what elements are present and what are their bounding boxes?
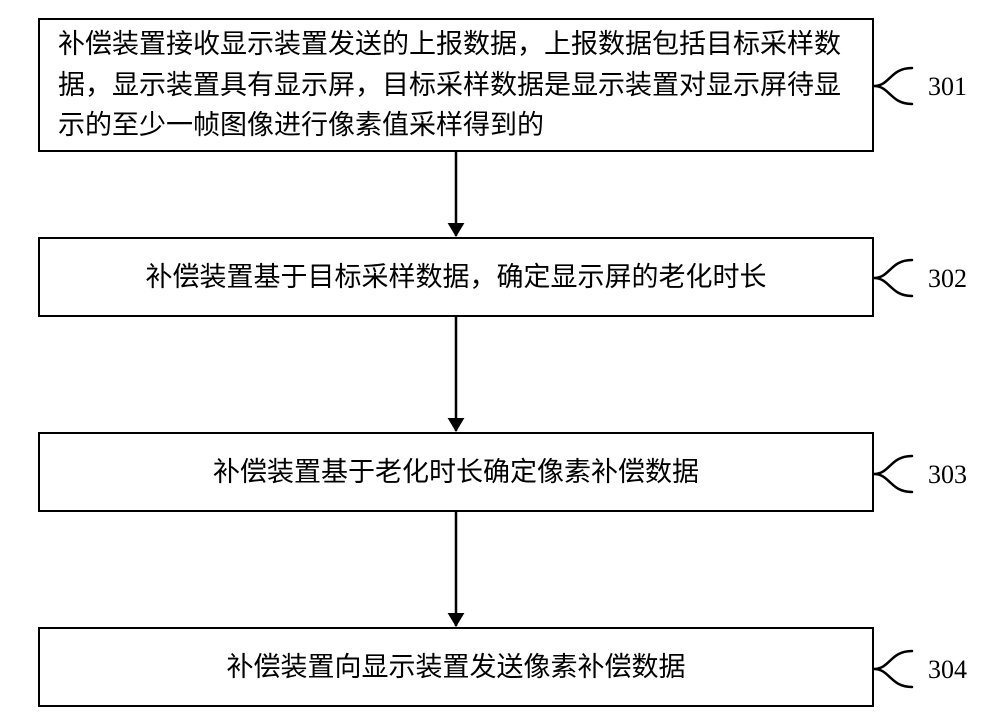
flow-step-text: 补偿装置向显示装置发送像素补偿数据 — [227, 647, 686, 688]
flow-arrow — [442, 512, 470, 627]
flowchart-canvas: 补偿装置接收显示装置发送的上报数据，上报数据包括目标采样数据，显示装置具有显示屏… — [0, 0, 1000, 728]
brace-connector — [872, 256, 932, 300]
flow-step-text: 补偿装置基于目标采样数据，确定显示屏的老化时长 — [146, 257, 767, 298]
flow-arrow — [442, 152, 470, 237]
step-label-302: 302 — [928, 264, 967, 294]
flow-step-b4: 补偿装置向显示装置发送像素补偿数据 — [38, 627, 874, 707]
flow-step-b1: 补偿装置接收显示装置发送的上报数据，上报数据包括目标采样数据，显示装置具有显示屏… — [38, 18, 874, 152]
brace-connector — [872, 647, 932, 691]
step-label-304: 304 — [928, 655, 967, 685]
brace-connector — [872, 64, 932, 108]
flow-step-b2: 补偿装置基于目标采样数据，确定显示屏的老化时长 — [38, 237, 874, 317]
brace-connector — [872, 452, 932, 496]
flow-arrow — [442, 317, 470, 432]
flow-step-text: 补偿装置接收显示装置发送的上报数据，上报数据包括目标采样数据，显示装置具有显示屏… — [58, 24, 854, 146]
step-label-303: 303 — [928, 460, 967, 490]
step-label-301: 301 — [928, 72, 967, 102]
flow-step-text: 补偿装置基于老化时长确定像素补偿数据 — [213, 452, 699, 493]
flow-step-b3: 补偿装置基于老化时长确定像素补偿数据 — [38, 432, 874, 512]
